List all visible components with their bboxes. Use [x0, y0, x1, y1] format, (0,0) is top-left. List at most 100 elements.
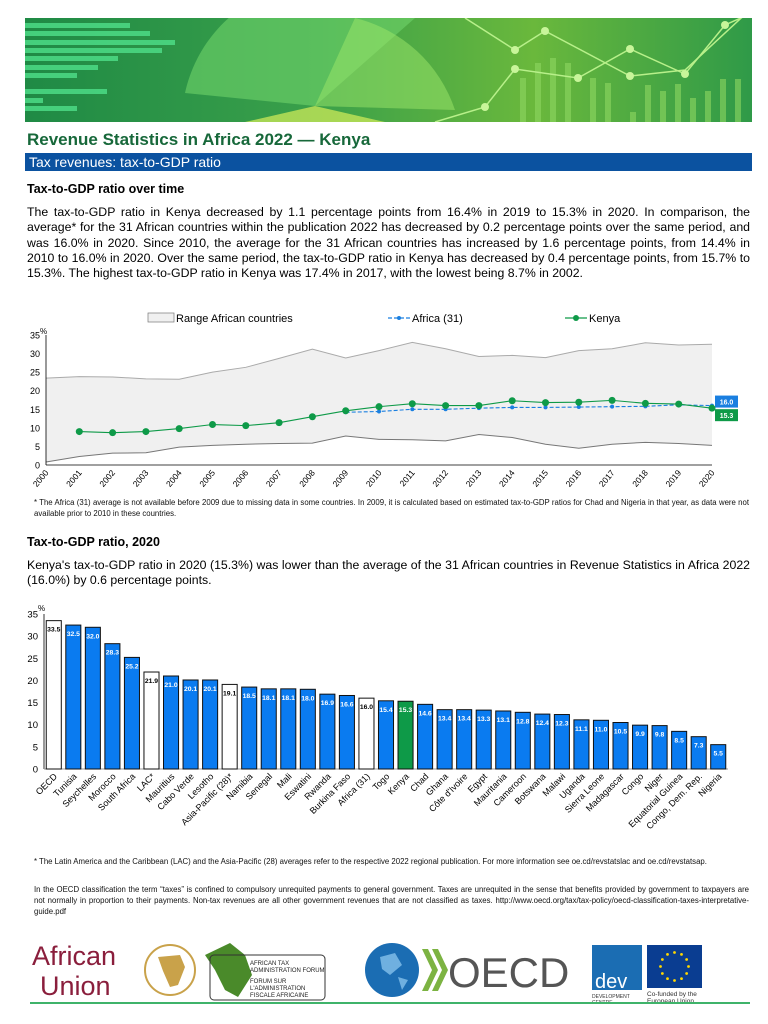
x-tick-label: 2008 [297, 468, 317, 489]
bar-Mauritania [495, 710, 512, 770]
svg-text:CENTRE: CENTRE [592, 1000, 613, 1003]
bar-value-label: 9.9 [635, 731, 645, 738]
bar-Nigeria [710, 744, 727, 770]
eu-star [673, 979, 676, 982]
bar-Morocco [104, 643, 121, 770]
section1-footnote: * The Africa (31) average is not availab… [34, 498, 749, 518]
svg-text:dev: dev [595, 971, 627, 993]
y-tick-label: 5 [35, 442, 40, 452]
y-tick-label: 0 [33, 765, 38, 776]
data-point-Kenya [175, 425, 183, 433]
bar-Togo [377, 700, 395, 770]
partner-logos: African Union AFRICAN TAX ADMINISTRATION… [32, 941, 702, 1003]
bar-value-label: 20.1 [203, 686, 216, 693]
bar-Congo, Dem. Rep. [690, 736, 707, 770]
svg-text:FORUM SUR: FORUM SUR [250, 979, 287, 985]
banner-graphic [25, 18, 743, 122]
y-tick-label: 15 [27, 698, 38, 709]
bar-Côte d'Ivoire [456, 709, 473, 770]
eu-star [659, 965, 662, 968]
line-chart: Range African countries Africa (31) Kenya 0… [30, 312, 738, 489]
bar-value-label: 16.6 [340, 701, 353, 708]
x-tick-label: 2015 [530, 468, 550, 489]
data-point-Africa (31) [510, 405, 515, 410]
bar-Lesotho [202, 679, 219, 770]
range-upper-line [45, 341, 713, 380]
bar-Burkina Faso [338, 694, 355, 770]
data-point-Kenya [675, 400, 683, 408]
bar-value-label: 12.3 [555, 721, 568, 728]
section1-heading: Tax-to-GDP ratio over time [27, 182, 185, 196]
bar-value-label: 33.5 [47, 627, 60, 634]
oecd-logo: OECD [365, 943, 569, 997]
bar-value-label: 11.0 [595, 726, 608, 733]
bar-value-label: 32.5 [67, 631, 80, 638]
data-point-Kenya [375, 403, 383, 411]
oecd-guide-link[interactable]: http://www.oecd.org/tax/tax-policy/oecd-… [34, 896, 749, 916]
eu-flag-logo: Co-funded by the European Union [647, 945, 702, 1003]
bar-value-label: 11.1 [575, 726, 588, 733]
bar-Kenya [397, 700, 414, 770]
section2-paragraph: Kenya's tax-to-GDP ratio in 2020 (15.3%)… [27, 558, 750, 588]
eu-star [685, 972, 689, 975]
data-point-Africa (31) [576, 405, 581, 410]
bar-value-label: 13.1 [497, 717, 510, 724]
bar-value-label: 20.1 [184, 686, 197, 693]
bar-Congo [632, 724, 649, 770]
eu-star [660, 972, 664, 975]
x-tick-label: 2011 [397, 468, 417, 489]
svg-text:Co-funded by the: Co-funded by the [647, 991, 697, 998]
bar-Rwanda [319, 693, 336, 770]
y-tick-label: 5 [33, 742, 38, 753]
y-axis-unit: % [38, 604, 45, 613]
x-tick-label: 2010 [364, 468, 384, 489]
bar-value-label: 10.5 [614, 729, 627, 736]
bar-value-label: 16.9 [321, 700, 334, 707]
eu-star [680, 952, 683, 956]
bar-chart: 05101520253035%33.5OECD32.5Tunisia32.0Se… [27, 604, 728, 831]
bar-Chad [417, 703, 434, 770]
bar-Mali [280, 688, 297, 770]
eu-star [687, 965, 690, 968]
bar-value-label: 18.5 [243, 693, 256, 700]
end-label-box [715, 395, 738, 408]
section2-heading: Tax-to-GDP ratio, 2020 [27, 535, 160, 549]
bar-value-label: 21.9 [145, 678, 158, 685]
bar-Sierra Leone [592, 719, 609, 770]
bar-value-label: 18.1 [262, 695, 275, 702]
page-title: Revenue Statistics in Africa 2022 — Keny… [27, 130, 371, 149]
bar-value-label: 19.1 [223, 690, 236, 697]
section1-paragraph: The tax-to-GDP ratio in Kenya decreased … [27, 205, 750, 281]
african-union-logo: African Union [32, 941, 196, 1001]
bar-value-label: 9.8 [655, 732, 665, 739]
x-tick-label: 2002 [97, 468, 117, 489]
bar-Mauritius [163, 675, 180, 770]
x-tick-label: 2016 [564, 468, 584, 489]
bar-Uganda [573, 719, 590, 770]
bar-Africa (31) [358, 697, 375, 770]
x-tick-label: 2020 [697, 468, 717, 489]
footer-divider [30, 1002, 750, 1004]
bar-value-label: 15.3 [399, 707, 412, 714]
bar-value-label: 13.4 [438, 716, 451, 723]
legend-label-0: Africa (31) [412, 313, 463, 325]
y-tick-label: 35 [30, 331, 40, 341]
eu-star [680, 977, 683, 981]
y-tick-label: 10 [27, 720, 38, 731]
data-point-Kenya [608, 396, 616, 404]
legend-range-swatch [147, 312, 175, 323]
y-tick-label: 30 [27, 632, 38, 643]
data-point-Africa (31) [610, 404, 615, 409]
data-point-Kenya [75, 428, 83, 436]
svg-text:European Union: European Union [647, 998, 694, 1003]
legend-marker-0 [397, 316, 401, 320]
y-tick-label: 15 [30, 405, 40, 415]
bar-value-label: 16.0 [360, 704, 373, 711]
x-tick-label: 2013 [464, 468, 484, 489]
bar-value-label: 8.5 [674, 737, 684, 744]
data-point-Kenya [508, 397, 516, 405]
bar-value-label: 15.4 [379, 707, 392, 714]
x-tick-label: Congo [620, 771, 646, 797]
data-point-Kenya [442, 402, 450, 410]
bar-value-label: 13.4 [458, 716, 471, 723]
